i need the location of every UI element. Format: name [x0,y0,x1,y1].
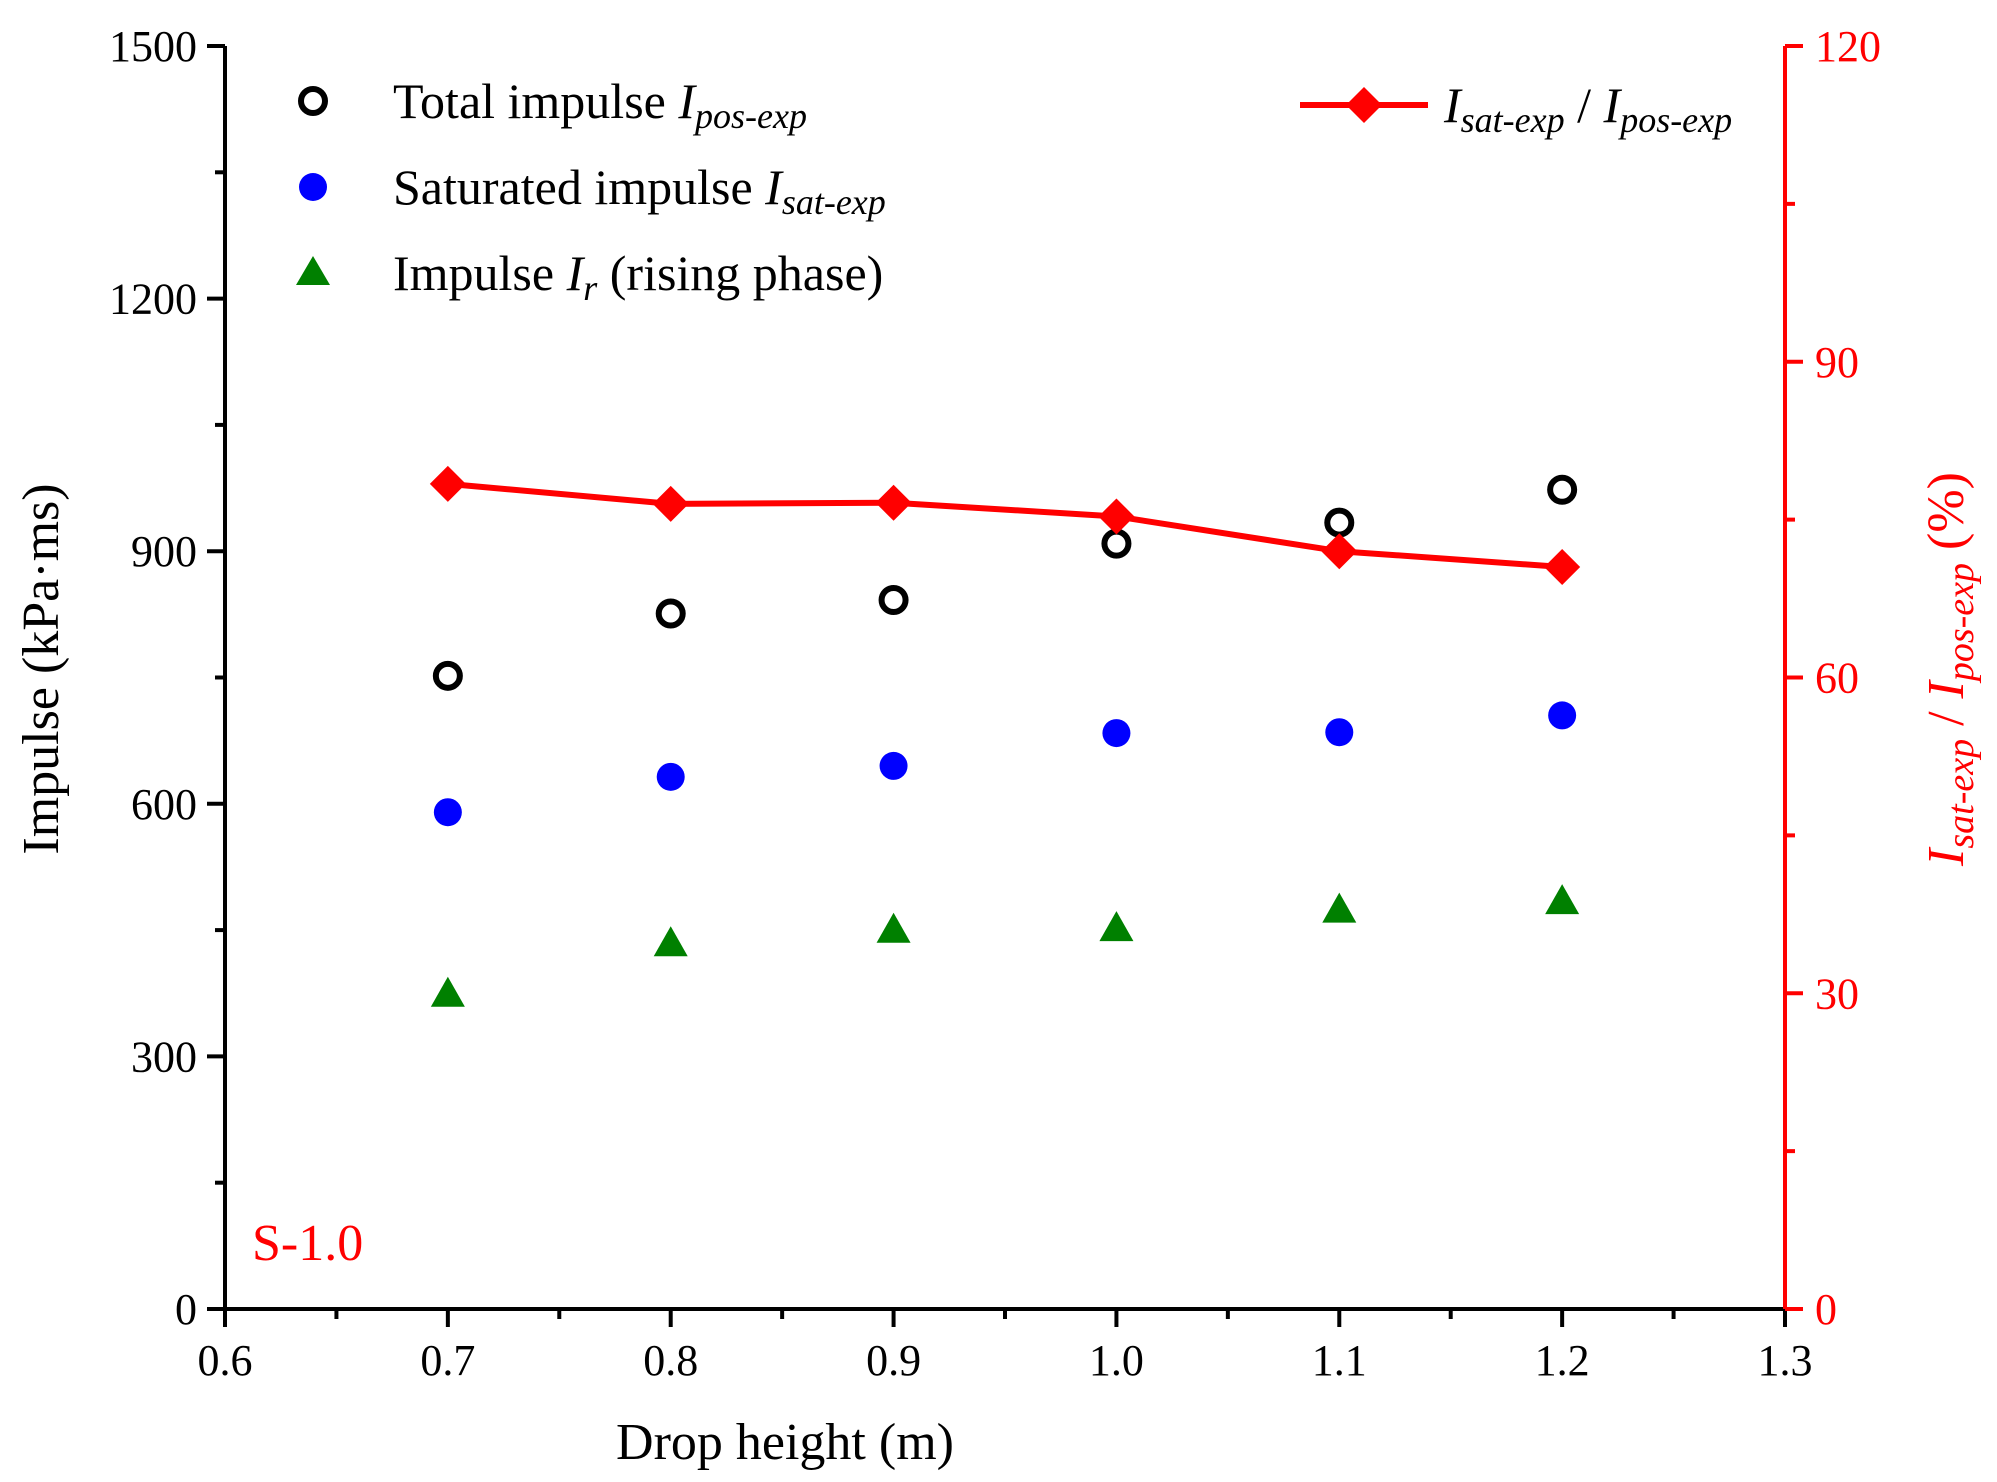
x-tick-label: 0.9 [866,1336,921,1385]
rising-impulse-point [1322,892,1357,923]
y-right-tick-label: 120 [1815,22,1881,71]
total-impulse-point [1324,507,1355,538]
ratio-series-line [447,480,1563,570]
x-tick-label: 1.1 [1312,1336,1367,1385]
x-tick-label: 1.3 [1758,1336,1813,1385]
rising-impulse-point [653,926,688,957]
legend-label-saturated-impulse: Saturated impulse Isat-exp [393,159,886,222]
y-right-title-suffix: (%) [1918,472,1975,563]
y-right-axis-title: Isat-exp / Ipos-exp (%) [1918,472,1982,867]
legend-right: Isat-exp / Ipos-exp [1300,77,1732,140]
y-left-axis-title: Impulse (kPa·ms) [13,483,70,854]
x-tick-label: 0.7 [420,1336,475,1385]
x-tick-label: 1.0 [1089,1336,1144,1385]
saturated-impulse-point [1325,718,1354,747]
ratio-point [1098,498,1135,535]
y-left-tick-label: 1200 [109,275,197,324]
rising-impulse-point [1545,884,1580,915]
ratio-point [1321,533,1358,570]
y-right-tick-label: 0 [1815,1285,1837,1334]
saturated-impulse-point [433,798,462,827]
legend-label-ratio: Isat-exp / Ipos-exp [1443,77,1732,140]
y-right-tick-label: 30 [1815,969,1859,1018]
x-axis-ticks: 0.6 0.7 0.8 0.9 1.0 1.1 1.2 1.3 [198,1309,1813,1385]
y-right-title-sub1: sat-exp [1940,739,1982,849]
y-right-tick-label: 60 [1815,654,1859,703]
y-left-tick-label: 0 [175,1285,197,1334]
y-right-title-sep: / [1918,698,1975,738]
y-right-title-main: I [1918,846,1975,867]
x-tick-label: 0.6 [198,1336,253,1385]
total-impulse-point [1547,474,1578,505]
legend-marker-ratio [1346,87,1382,123]
legend-left: Total impulse Ipos-exp Saturated impulse… [296,73,886,308]
ratio-point [429,465,466,502]
y-left-axis-ticks: 0 300 600 900 1200 1500 [109,22,225,1334]
total-impulse-point [432,660,463,691]
rising-impulse-point [430,976,465,1007]
panel-label: S-1.0 [252,1215,363,1272]
x-tick-label: 0.8 [643,1336,698,1385]
total-impulse-point [1101,528,1132,559]
saturated-impulse-point [1548,701,1577,730]
y-right-axis-ticks: 0 30 60 90 120 [1785,22,1881,1334]
x-axis-title: Drop height (m) [616,1414,954,1471]
legend-label-rising-impulse: Impulse Ir (rising phase) [393,245,883,308]
ratio-point [875,484,912,521]
y-right-title-main2: I [1918,678,1975,699]
rising-impulse-point [1099,911,1134,942]
y-right-title-sub2: pos-exp [1940,563,1982,684]
legend-marker-rising-impulse [296,256,330,285]
data-marks [429,465,1581,1007]
ratio-point [652,485,689,522]
y-left-tick-label: 600 [131,780,197,829]
saturated-impulse-point [1102,719,1131,748]
saturated-impulse-point [879,751,908,780]
legend-marker-total-impulse [298,86,328,116]
saturated-impulse-point [656,762,685,791]
y-right-tick-label: 90 [1815,338,1859,387]
y-left-tick-label: 900 [131,527,197,576]
y-left-tick-label: 1500 [109,22,197,71]
total-impulse-point [655,598,686,629]
ratio-point [1544,548,1581,585]
legend-marker-saturated-impulse [299,173,327,201]
rising-impulse-point [876,912,911,943]
y-left-tick-label: 300 [131,1032,197,1081]
total-impulse-point [878,585,909,616]
legend-label-total-impulse: Total impulse Ipos-exp [393,73,807,136]
x-tick-label: 1.2 [1535,1336,1590,1385]
